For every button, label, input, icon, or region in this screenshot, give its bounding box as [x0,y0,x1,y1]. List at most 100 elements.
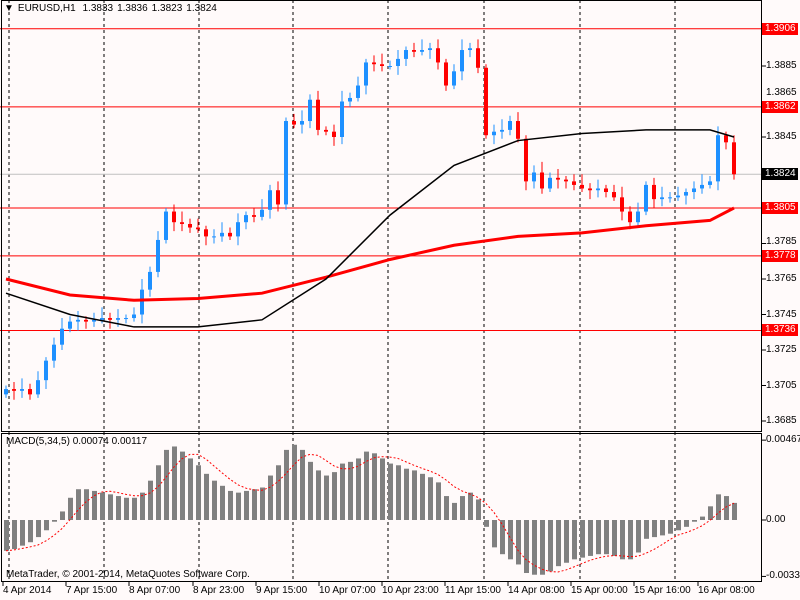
macd-bar [588,520,593,556]
macd-bar [172,446,177,520]
candle-bull [492,131,496,136]
macd-bar [428,477,433,520]
macd-bar [660,520,665,536]
macd-bar [292,444,297,520]
close-value: 1.3824 [186,3,217,14]
price-tick-label: 1.3885 [766,60,797,71]
macd-bar [452,502,457,520]
level-tag: 1.3778 [762,249,798,262]
level-tag: 1.3862 [762,100,798,113]
macd-bar [212,480,217,520]
candle-bull [36,380,40,395]
macd-bar [572,520,577,560]
candle-bull [52,344,56,361]
time-tick-label: 16 Apr 08:00 [698,585,755,596]
price-tick-label: 1.3845 [766,131,797,142]
candle-bull [140,289,144,315]
macd-bar [724,496,729,520]
macd-bar [580,520,585,558]
macd-bar [196,465,201,520]
macd-histogram [4,444,737,575]
time-tick-label: 4 Apr 2014 [3,585,52,596]
candle-bull [644,184,648,212]
macd-main-value: 0.00074 [72,436,109,447]
candle-bull [596,188,600,191]
macd-bar [692,520,697,522]
candle-bear [732,142,736,175]
candle-bull [124,318,128,320]
macd-tick-label: 0.00467 [766,434,800,446]
macd-bar [60,511,65,520]
macd-bar [644,520,649,539]
candle-bull [212,236,216,238]
macd-bar [364,451,369,520]
macd-signal-value: 0.00117 [111,436,148,447]
low-value: 1.3823 [151,3,183,14]
candle-bear [28,389,32,395]
main-panel-border [1,0,762,432]
candle-bull [396,58,400,66]
ma-fast-line [5,129,735,328]
candle-bear [180,222,184,224]
macd-bar [164,449,169,520]
macd-bar [36,520,41,538]
time-tick-label: 9 Apr 15:00 [256,585,308,596]
macd-label: MACD(5,34,5) [6,436,70,447]
candle-bull [116,318,120,320]
macd-bar [12,520,17,550]
candle-bull [4,389,8,395]
time-tick-label: 15 Apr 00:00 [571,585,628,596]
candle-bear [172,211,176,223]
macd-bar [180,451,185,520]
candle-bear [108,318,112,320]
candle-bull [76,319,80,322]
macd-bar [220,485,225,520]
macd-bar [564,520,569,563]
macd-bar [188,458,193,520]
level-tag: 1.3736 [762,324,798,337]
macd-bar [508,520,513,560]
candle-bear [580,184,584,189]
macd-bar [444,496,449,520]
price-tick-label: 1.3685 [766,415,797,426]
candle-bull [404,50,408,59]
symbol-label: EURUSD,H1 [17,3,76,14]
macd-bar [668,520,673,534]
price-tick-label: 1.3725 [766,344,797,355]
candle-bear [12,389,16,391]
macd-bar [284,449,289,520]
macd-bar [380,458,385,520]
candles [4,39,736,400]
open-value: 1.3833 [82,3,114,14]
time-tick-label: 7 Apr 15:00 [66,585,118,596]
ma-slow-line [5,206,735,302]
macd-bar [76,489,81,520]
macd-bar [596,520,601,555]
candle-bull [100,318,104,320]
chart-title: ▼ EURUSD,H1 1.3833 1.3836 1.3823 1.3824 [4,3,221,14]
macd-bar [484,520,489,527]
candle-bear [332,131,336,137]
macd-bar [204,473,209,520]
candle-bull [452,71,456,86]
macd-tick-label: 0.00 [766,514,786,525]
triangle-down-icon[interactable]: ▼ [4,3,14,14]
macd-bar [492,520,497,548]
candle-bear [324,129,328,132]
time-tick-label: 14 Apr 08:00 [508,585,565,596]
macd-bar [28,520,33,543]
macd-bar [260,487,265,520]
macd-signal-line [5,453,735,573]
candle-bull [500,129,504,132]
candle-bear [652,184,656,200]
candle-bull [268,190,272,210]
level-tag: 1.3805 [762,202,798,214]
candle-bear [572,181,576,185]
candle-bull [428,48,432,51]
candle-bear [316,99,320,130]
macd-bar [460,496,465,520]
candle-bull [132,314,136,319]
candle-bear [196,227,200,230]
candle-bull [692,188,696,193]
